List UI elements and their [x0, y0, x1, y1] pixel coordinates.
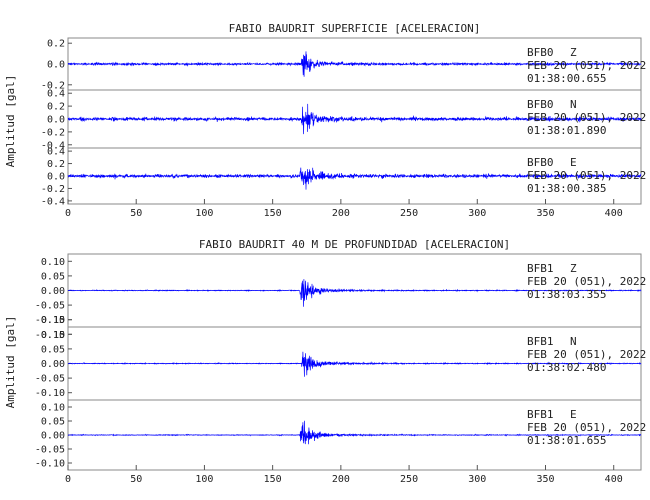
x-tick-label: 400 [605, 474, 623, 485]
y-tick-label: -0.4 [41, 140, 65, 151]
component-label: E [570, 408, 577, 421]
station-label: BFB0 [527, 156, 554, 169]
waveform-BFB0-Z [67, 51, 642, 77]
y-tick-label: 0.2 [47, 39, 65, 50]
date-label: FEB 20 (051), 2022 [527, 421, 646, 434]
y-tick-label: 0.10 [41, 403, 65, 414]
x-tick-label: 300 [468, 208, 486, 219]
x-tick-label: 200 [332, 208, 350, 219]
time-label: 01:38:00.385 [527, 182, 606, 195]
y-tick-label: -0.10 [35, 459, 65, 470]
date-label: FEB 20 (051), 2022 [527, 111, 646, 124]
waveform-BFB1-E [67, 420, 642, 445]
y-tick-label: 0.00 [41, 431, 65, 442]
station-label: BFB0 [527, 98, 554, 111]
time-label: 01:38:00.655 [527, 72, 606, 85]
y-tick-label: 0.4 [47, 89, 65, 100]
y-axis-label: Amplitud [gal] [4, 75, 17, 168]
y-tick-label: -0.4 [41, 196, 65, 207]
y-tick-label: 0.05 [41, 344, 65, 355]
x-tick-label: 100 [195, 208, 213, 219]
component-label: N [570, 335, 577, 348]
x-tick-label: 250 [400, 208, 418, 219]
component-label: Z [570, 46, 577, 59]
y-tick-label: 0.2 [47, 159, 65, 170]
time-label: 01:38:02.480 [527, 361, 606, 374]
y-tick-label: -0.05 [35, 301, 65, 312]
y-tick-label: -0.05 [35, 374, 65, 385]
x-tick-label: 350 [536, 474, 554, 485]
y-tick-label: 0.0 [47, 115, 65, 126]
y-tick-label: 0.10 [41, 330, 65, 341]
x-tick-label: 0 [65, 208, 71, 219]
y-tick-label: 0.00 [41, 286, 65, 297]
y-tick-label: 0.05 [41, 417, 65, 428]
date-label: FEB 20 (051), 2022 [527, 59, 646, 72]
y-tick-label: 0.15 [41, 315, 65, 326]
y-tick-label: 0.0 [47, 172, 65, 183]
x-tick-label: 150 [264, 208, 282, 219]
y-axis-label: Amplitud [gal] [4, 316, 17, 409]
time-label: 01:38:01.890 [527, 124, 606, 137]
seismogram-group-0: FABIO BAUDRIT SUPERFICIE [ACELERACION] Am… [4, 22, 646, 219]
station-label: BFB0 [527, 46, 554, 59]
y-tick-label: 0.2 [47, 102, 65, 113]
x-tick-label: 200 [332, 474, 350, 485]
y-tick-label: 0.10 [41, 257, 65, 268]
component-label: Z [570, 262, 577, 275]
x-tick-label: 50 [130, 474, 142, 485]
x-tick-label: 300 [468, 474, 486, 485]
component-label: N [570, 98, 577, 111]
date-label: FEB 20 (051), 2022 [527, 348, 646, 361]
date-label: FEB 20 (051), 2022 [527, 169, 646, 182]
y-tick-label: 0.00 [41, 359, 65, 370]
waveform-BFB0-N [67, 103, 642, 135]
chart-title: FABIO BAUDRIT 40 M DE PROFUNDIDAD [ACELE… [199, 238, 510, 251]
y-tick-label: -0.10 [35, 315, 65, 326]
waveform-BFB1-Z [67, 279, 642, 307]
component-label: E [570, 156, 577, 169]
y-tick-label: 0.05 [41, 271, 65, 282]
y-tick-label: 0.0 [47, 60, 65, 71]
seismogram-group-1: FABIO BAUDRIT 40 M DE PROFUNDIDAD [ACELE… [4, 238, 646, 485]
y-tick-label: -0.2 [41, 184, 65, 195]
x-tick-label: 50 [130, 208, 142, 219]
x-tick-label: 350 [536, 208, 554, 219]
time-label: 01:38:03.355 [527, 288, 606, 301]
chart-title: FABIO BAUDRIT SUPERFICIE [ACELERACION] [229, 22, 481, 35]
x-tick-label: 100 [195, 474, 213, 485]
y-tick-label: -0.2 [41, 80, 65, 91]
y-tick-label: -0.2 [41, 127, 65, 138]
y-tick-label: -0.10 [35, 388, 65, 399]
x-tick-label: 0 [65, 474, 71, 485]
date-label: FEB 20 (051), 2022 [527, 275, 646, 288]
x-tick-label: 250 [400, 474, 418, 485]
station-label: BFB1 [527, 262, 554, 275]
station-label: BFB1 [527, 335, 554, 348]
station-label: BFB1 [527, 408, 554, 421]
y-tick-label: -0.15 [35, 330, 65, 341]
x-tick-label: 400 [605, 208, 623, 219]
x-tick-label: 150 [264, 474, 282, 485]
waveform-BFB1-N [67, 351, 642, 377]
y-tick-label: -0.05 [35, 445, 65, 456]
waveform-BFB0-E [67, 167, 642, 190]
y-tick-label: 0.4 [47, 147, 65, 158]
time-label: 01:38:01.655 [527, 434, 606, 447]
